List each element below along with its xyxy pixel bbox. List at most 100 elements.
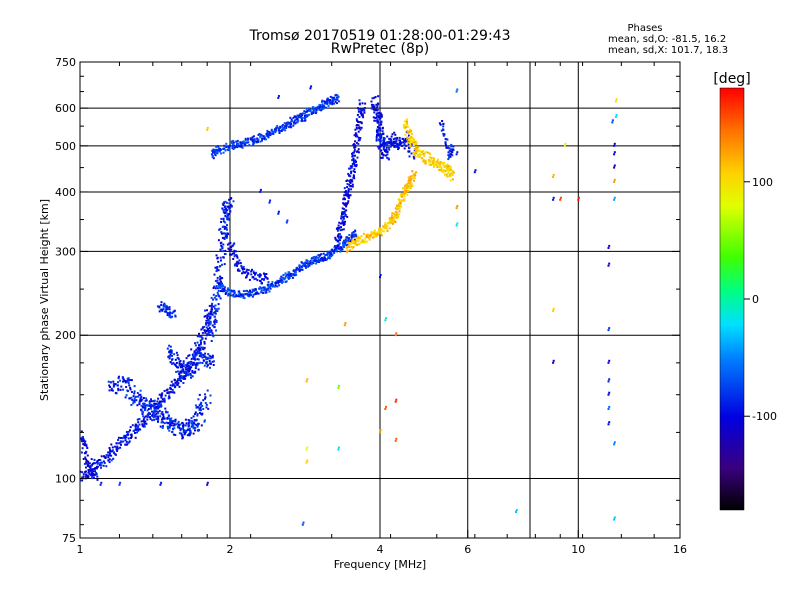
data-point xyxy=(320,105,323,108)
data-point xyxy=(380,113,383,116)
data-point xyxy=(407,143,410,145)
data-point xyxy=(349,178,352,181)
data-point xyxy=(613,164,616,167)
data-point xyxy=(139,389,142,392)
data-point xyxy=(215,320,218,322)
data-point xyxy=(130,391,133,393)
data-point xyxy=(206,365,209,368)
data-point xyxy=(208,354,211,357)
data-point xyxy=(223,232,226,235)
data-point xyxy=(318,259,321,262)
data-point xyxy=(387,146,390,149)
data-point xyxy=(377,116,380,119)
data-point xyxy=(365,240,368,243)
data-point xyxy=(415,149,418,152)
data-point xyxy=(437,162,440,165)
data-point xyxy=(210,153,213,156)
data-point xyxy=(333,98,336,101)
data-point xyxy=(300,268,303,271)
data-point xyxy=(219,227,222,230)
data-point xyxy=(184,377,187,380)
data-point xyxy=(317,257,320,259)
data-point xyxy=(253,138,256,141)
data-point xyxy=(337,95,340,98)
data-point xyxy=(284,125,287,128)
data-point xyxy=(200,335,203,338)
data-point xyxy=(379,114,382,117)
data-point xyxy=(194,429,196,432)
data-point xyxy=(607,380,610,383)
data-point xyxy=(117,387,120,390)
data-point xyxy=(147,404,150,407)
data-point xyxy=(613,196,616,199)
data-point xyxy=(222,151,225,154)
data-point xyxy=(268,201,271,204)
data-point xyxy=(355,133,358,136)
data-point xyxy=(407,190,410,192)
data-point xyxy=(196,363,199,366)
data-point xyxy=(225,207,227,210)
data-point xyxy=(169,420,171,423)
data-point xyxy=(390,221,393,224)
data-point xyxy=(160,405,162,408)
data-point xyxy=(149,406,152,409)
data-point xyxy=(270,128,273,131)
data-point xyxy=(169,353,172,356)
data-point xyxy=(358,242,361,245)
data-point xyxy=(182,362,185,365)
data-point xyxy=(218,147,220,150)
data-point xyxy=(306,378,309,381)
data-point xyxy=(130,404,133,406)
data-point xyxy=(262,292,265,294)
data-point xyxy=(153,410,156,413)
data-point xyxy=(428,162,431,165)
data-point xyxy=(214,318,217,321)
data-point xyxy=(333,246,336,249)
data-point xyxy=(108,389,111,392)
data-point xyxy=(301,112,304,115)
data-point xyxy=(216,310,219,312)
data-point xyxy=(168,391,171,394)
data-point xyxy=(343,324,346,327)
data-point xyxy=(100,481,103,484)
data-point xyxy=(184,418,187,421)
data-point xyxy=(379,138,382,141)
data-point xyxy=(378,228,380,231)
data-point xyxy=(613,166,616,169)
data-point xyxy=(455,224,458,227)
data-point xyxy=(339,237,342,240)
data-point xyxy=(279,277,282,280)
data-point xyxy=(161,411,164,413)
data-point xyxy=(396,206,398,209)
data-point xyxy=(253,141,256,144)
data-point xyxy=(205,319,208,322)
data-point xyxy=(217,289,220,292)
data-point xyxy=(334,94,337,97)
data-point xyxy=(350,172,353,175)
data-point xyxy=(205,361,208,363)
data-point xyxy=(141,413,144,416)
data-point xyxy=(105,454,108,457)
data-point xyxy=(209,322,212,325)
data-point xyxy=(160,418,163,421)
data-point xyxy=(160,301,163,304)
data-point xyxy=(444,142,447,145)
data-point xyxy=(351,239,354,241)
data-point xyxy=(167,355,170,358)
data-point xyxy=(446,175,449,178)
data-point xyxy=(409,145,412,148)
data-point xyxy=(236,146,239,149)
data-point xyxy=(268,131,271,133)
data-point xyxy=(346,202,349,204)
data-point xyxy=(217,303,220,306)
data-point xyxy=(134,428,137,431)
data-point xyxy=(157,417,160,420)
data-point xyxy=(379,141,382,144)
data-point xyxy=(395,138,398,141)
data-point xyxy=(326,253,329,256)
data-point xyxy=(384,222,387,225)
data-point xyxy=(200,413,203,416)
data-point xyxy=(383,137,386,140)
data-point xyxy=(178,373,181,376)
data-point xyxy=(192,415,195,418)
